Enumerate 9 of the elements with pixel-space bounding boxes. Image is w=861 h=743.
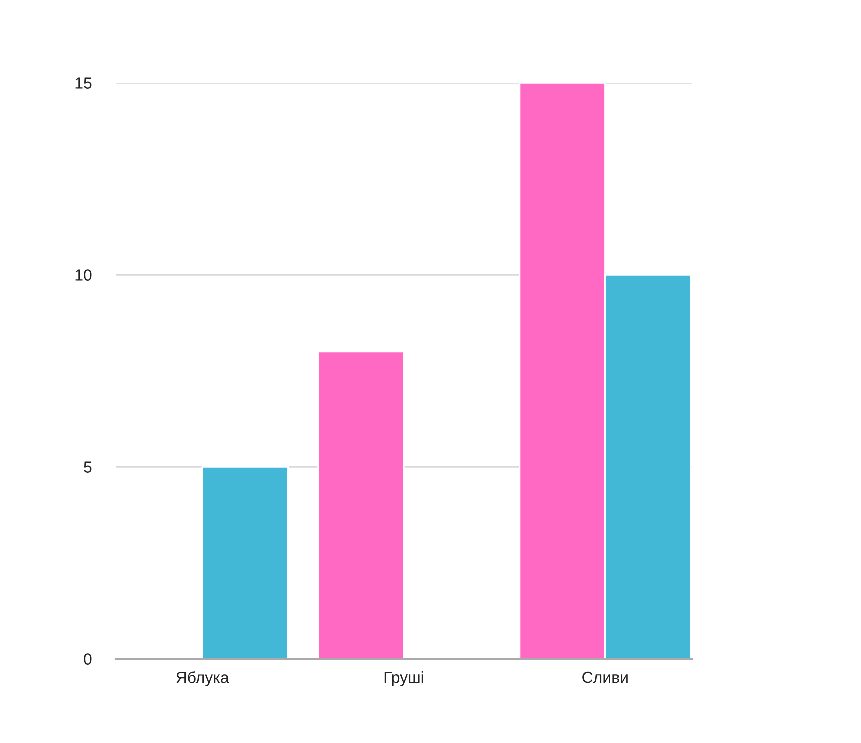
x-tick-label: Сливи bbox=[582, 672, 628, 684]
bar bbox=[318, 350, 405, 659]
y-tick-label: 5 bbox=[84, 462, 92, 473]
y-tick-label: 0 bbox=[84, 654, 92, 665]
y-tick-label: 15 bbox=[76, 78, 92, 89]
y-tick-label: 10 bbox=[76, 270, 92, 281]
x-tick-label: Груші bbox=[384, 672, 424, 686]
x-tick-label: Яблука bbox=[176, 672, 230, 687]
bar bbox=[202, 466, 290, 659]
